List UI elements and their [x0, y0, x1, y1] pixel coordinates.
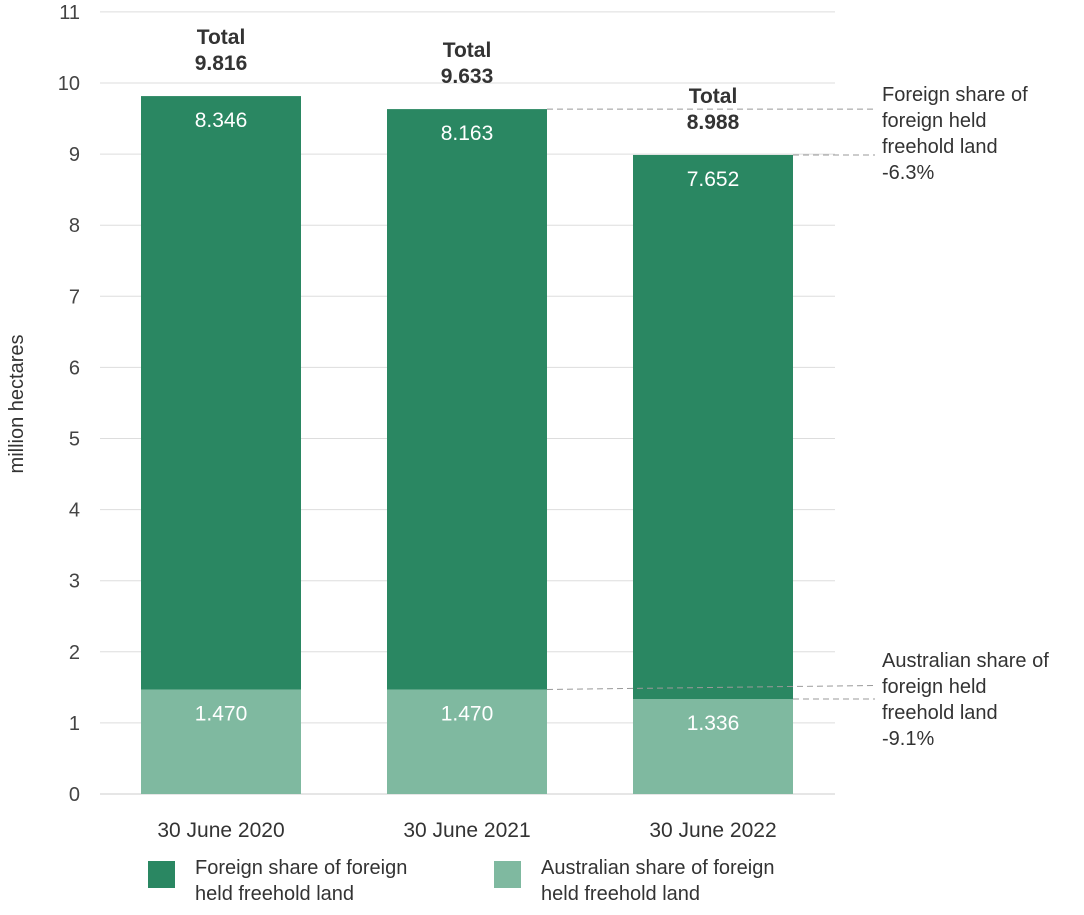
- bar-australian-share: [387, 689, 547, 794]
- legend-label-foreign: Foreign share of foreign held freehold l…: [195, 857, 408, 905]
- bar-foreign-share: [387, 109, 547, 690]
- y-tick-label: 11: [59, 2, 80, 24]
- legend-swatch-australian: [494, 861, 521, 888]
- bar-foreign-share: [633, 154, 793, 700]
- legend-swatch-foreign: [148, 861, 175, 888]
- bar-foreign-share: [141, 96, 301, 690]
- data-label-foreign: 8.163: [441, 122, 494, 145]
- annotation-australian: freehold land: [882, 702, 998, 724]
- y-tick-label: 9: [69, 144, 80, 166]
- bar-australian-share: [141, 689, 301, 794]
- y-tick-label: 1: [69, 713, 80, 735]
- annotation-australian: -9.1%: [882, 728, 934, 750]
- data-label-foreign: 7.652: [687, 168, 740, 191]
- legend-item-australian: Australian share of foreign held freehol…: [494, 855, 841, 907]
- legend-item-foreign: Foreign share of foreign held freehold l…: [148, 855, 495, 907]
- total-caption: Total: [197, 26, 246, 49]
- total-value-label: 9.633: [441, 65, 494, 88]
- y-tick-label: 0: [69, 784, 80, 806]
- connector-australian-2021: [546, 684, 876, 690]
- y-tick-label: 10: [58, 73, 80, 95]
- total-value-label: 9.816: [195, 52, 248, 75]
- x-tick-label: 30 June 2021: [403, 819, 530, 842]
- x-tick-label: 30 June 2020: [157, 819, 284, 842]
- y-tick-label: 4: [69, 500, 80, 522]
- data-label-foreign: 8.346: [195, 109, 248, 132]
- y-axis-label: million hectares: [6, 335, 28, 474]
- total-caption: Total: [443, 39, 492, 62]
- annotation-australian: Australian share of: [882, 650, 1049, 672]
- total-value-label: 8.988: [687, 111, 740, 134]
- legend-label-australian: Australian share of foreign held freehol…: [541, 857, 775, 905]
- annotation-foreign: -6.3%: [882, 162, 934, 184]
- annotation-foreign: Foreign share of: [882, 84, 1028, 106]
- total-caption: Total: [689, 85, 738, 108]
- data-label-australian: 1.470: [441, 702, 494, 725]
- bar-australian-share: [633, 699, 793, 794]
- annotation-australian: foreign held: [882, 676, 987, 698]
- y-tick-label: 7: [69, 286, 80, 308]
- y-tick-label: 6: [69, 357, 80, 379]
- data-label-australian: 1.336: [687, 712, 740, 735]
- annotation-foreign: foreign held: [882, 110, 987, 132]
- x-tick-label: 30 June 2022: [649, 819, 776, 842]
- y-tick-label: 5: [69, 429, 80, 451]
- annotation-foreign: freehold land: [882, 136, 998, 158]
- data-label-australian: 1.470: [195, 702, 248, 725]
- y-tick-label: 8: [69, 215, 80, 237]
- y-tick-label: 2: [69, 642, 80, 664]
- y-tick-label: 3: [69, 571, 80, 593]
